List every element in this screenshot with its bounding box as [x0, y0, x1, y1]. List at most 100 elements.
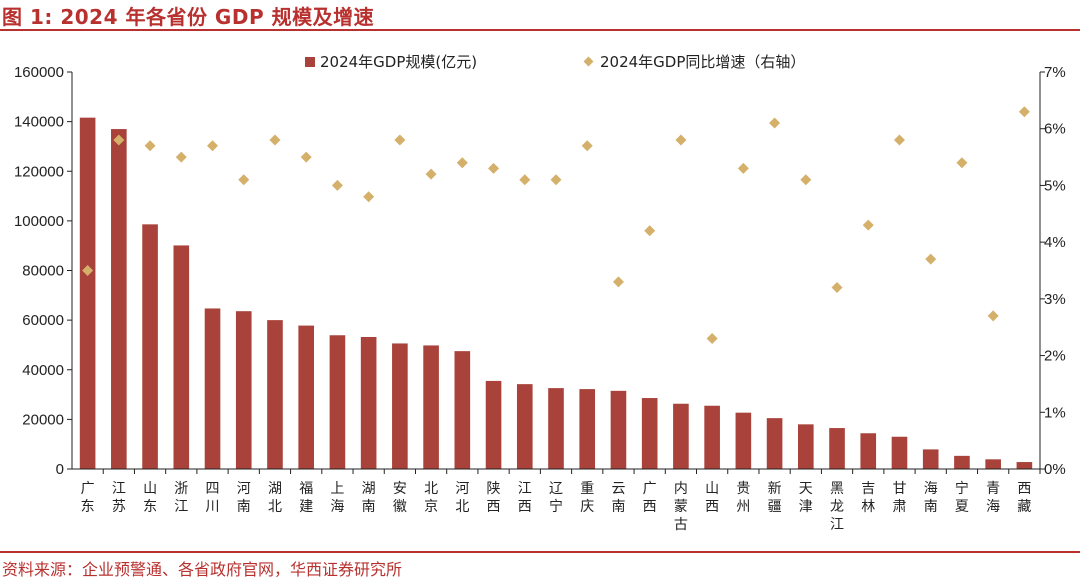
- gdp-bar: [173, 245, 190, 469]
- growth-marker: [269, 134, 281, 146]
- left-tick-label: 140000: [14, 114, 64, 131]
- gdp-bar: [641, 398, 658, 469]
- category-label: 安徽: [393, 481, 407, 515]
- growth-marker: [831, 282, 843, 294]
- growth-marker: [519, 174, 531, 186]
- gdp-bar: [704, 405, 720, 469]
- gdp-bar: [204, 308, 221, 469]
- category-label: 云南: [611, 481, 625, 515]
- growth-marker: [893, 134, 905, 146]
- category-label: 青海: [986, 481, 1000, 515]
- gdp-bar: [79, 117, 96, 469]
- gdp-bar: [922, 449, 939, 469]
- growth-marker: [581, 140, 593, 152]
- right-axis-ticks: 0% 1% 2% 3% 4% 5% 6% 7%: [1040, 64, 1066, 478]
- gdp-bar: [485, 380, 502, 469]
- gdp-bar: [142, 224, 158, 469]
- source-note: 资料来源：企业预警通、各省政府官网，华西证券研究所: [2, 560, 403, 579]
- right-tick-label: 2%: [1044, 348, 1066, 365]
- gdp-bar: [673, 403, 689, 469]
- gdp-bar: [235, 311, 252, 469]
- legend: 2024年GDP规模(亿元) 2024年GDP同比增速（右轴）: [305, 53, 805, 71]
- growth-marker: [175, 151, 187, 163]
- figure-title: 图 1: 2024 年各省份 GDP 规模及增速: [2, 5, 375, 29]
- category-label: 山西: [705, 481, 719, 515]
- category-label: 贵州: [736, 481, 750, 515]
- gdp-bar: [860, 433, 877, 469]
- category-label: 内蒙古: [674, 481, 688, 533]
- right-tick-label: 0%: [1044, 461, 1066, 478]
- growth-marker: [207, 140, 219, 152]
- growth-marker: [769, 117, 781, 129]
- growth-marker: [612, 276, 624, 288]
- right-tick-label: 4%: [1044, 234, 1066, 251]
- growth-marker: [425, 168, 437, 180]
- left-tick-label: 60000: [22, 312, 64, 329]
- category-label: 江苏: [112, 481, 126, 515]
- gdp-bars: [79, 117, 1033, 469]
- growth-marker: [706, 333, 718, 345]
- category-label: 黑龙江: [830, 481, 844, 533]
- left-tick-label: 80000: [22, 263, 64, 280]
- gdp-bar: [454, 351, 471, 469]
- growth-marker: [925, 253, 937, 265]
- right-tick-label: 7%: [1044, 64, 1066, 81]
- category-label: 山东: [143, 481, 157, 515]
- gdp-bar: [548, 388, 564, 469]
- gdp-bar: [798, 424, 814, 469]
- growth-marker: [238, 174, 250, 186]
- right-tick-label: 3%: [1044, 291, 1066, 308]
- left-tick-label: 100000: [14, 213, 64, 230]
- right-tick-label: 1%: [1044, 404, 1066, 421]
- growth-marker: [644, 225, 656, 237]
- growth-marker: [862, 219, 874, 231]
- gdp-bar: [985, 459, 1001, 469]
- growth-marker: [300, 151, 312, 163]
- category-label: 福建: [299, 481, 313, 515]
- category-label: 西藏: [1017, 481, 1031, 515]
- title-rule: [0, 29, 1080, 31]
- category-label: 宁夏: [955, 480, 969, 515]
- growth-marker: [675, 134, 687, 146]
- category-label: 广西: [643, 481, 657, 515]
- growth-marker: [394, 134, 406, 146]
- gdp-bar: [392, 343, 408, 469]
- gdp-bar: [516, 384, 533, 469]
- left-tick-label: 0: [56, 461, 64, 478]
- left-tick-label: 120000: [14, 163, 64, 180]
- gdp-chart: 0 20000 40000 60000 80000 100000 120000 140000 1…: [14, 53, 1066, 533]
- category-label: 江西: [518, 481, 532, 515]
- growth-marker: [550, 174, 562, 186]
- category-label: 陕西: [487, 481, 501, 515]
- category-label: 海南: [924, 481, 938, 515]
- gdp-bar: [766, 418, 783, 469]
- category-label: 辽宁: [549, 481, 563, 515]
- right-tick-label: 5%: [1044, 177, 1066, 194]
- category-label: 河南: [237, 481, 251, 515]
- gdp-bar: [954, 455, 970, 469]
- gdp-bar: [267, 320, 283, 469]
- category-label: 北京: [424, 481, 438, 515]
- gdp-bar: [298, 325, 314, 469]
- category-label: 浙江: [174, 481, 188, 515]
- gdp-bar: [1016, 462, 1033, 469]
- legend-bar-swatch: [305, 57, 315, 67]
- category-label: 天津: [799, 481, 813, 515]
- left-tick-label: 40000: [22, 362, 64, 379]
- growth-marker: [987, 310, 999, 322]
- category-label: 河北: [455, 481, 469, 515]
- growth-marker: [331, 179, 343, 191]
- left-tick-label: 160000: [14, 64, 64, 81]
- gdp-bar: [610, 390, 627, 469]
- category-label: 湖北: [268, 481, 282, 515]
- gdp-bar: [735, 412, 752, 469]
- category-labels: 广东江苏山东浙江四川河南湖北福建上海湖南安徽北京河北陕西江西辽宁重庆云南广西内蒙…: [81, 469, 1041, 533]
- gdp-bar: [111, 129, 127, 469]
- category-label: 上海: [330, 481, 344, 515]
- gdp-bar: [360, 336, 377, 469]
- gdp-bar: [829, 428, 845, 469]
- right-tick-label: 6%: [1044, 121, 1066, 138]
- category-label: 甘肃: [892, 481, 906, 515]
- growth-marker: [956, 157, 968, 169]
- gdp-bar: [579, 389, 596, 469]
